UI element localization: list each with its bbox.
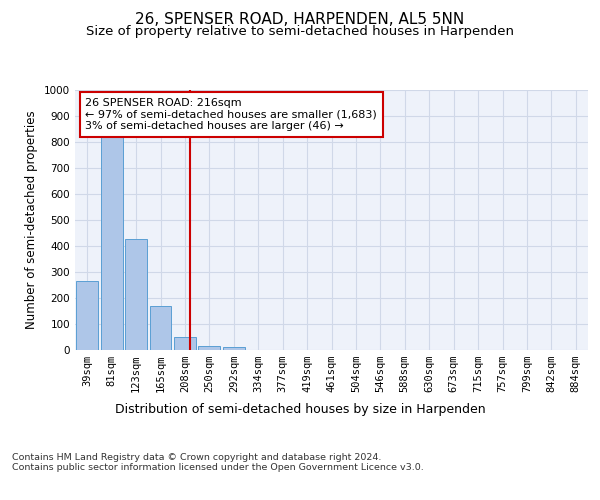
Text: Size of property relative to semi-detached houses in Harpenden: Size of property relative to semi-detach… (86, 25, 514, 38)
Bar (76, 281, 98, 350)
Text: 26 SPENSER ROAD: 216sqm
← 97% of semi-detached houses are smaller (1,683)
3% of : 26 SPENSER ROAD: 216sqm ← 97% of semi-de… (85, 98, 377, 131)
Bar (125, 240, 147, 350)
Text: 26, SPENSER ROAD, HARPENDEN, AL5 5NN: 26, SPENSER ROAD, HARPENDEN, AL5 5NN (136, 12, 464, 28)
Text: Distribution of semi-detached houses by size in Harpenden: Distribution of semi-detached houses by … (115, 402, 485, 415)
Bar (149, 306, 172, 350)
Bar (174, 337, 196, 350)
Bar (199, 346, 220, 350)
Y-axis label: Number of semi-detached properties: Number of semi-detached properties (25, 110, 38, 330)
Text: Contains HM Land Registry data © Crown copyright and database right 2024.
Contai: Contains HM Land Registry data © Crown c… (12, 452, 424, 472)
Bar (101, 136, 122, 350)
Bar (223, 348, 245, 350)
